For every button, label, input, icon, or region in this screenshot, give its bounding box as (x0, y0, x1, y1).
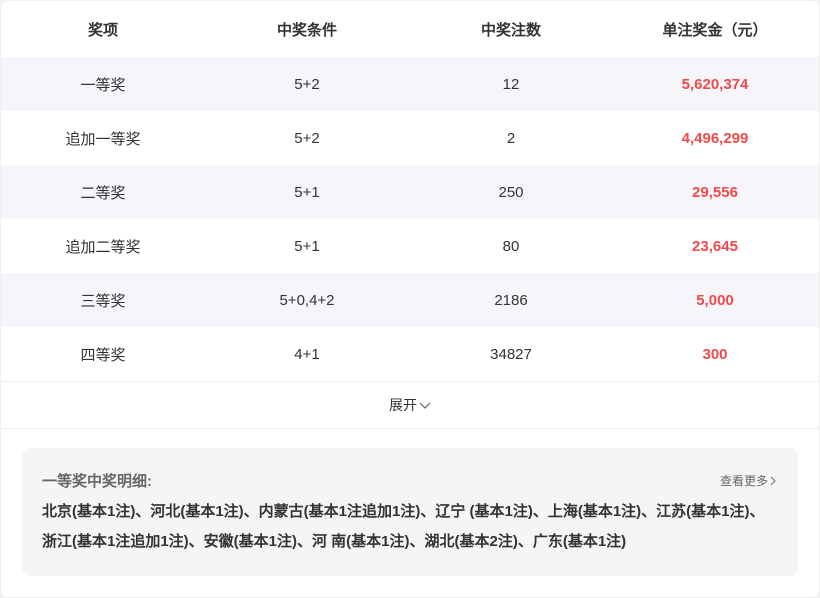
detail-text: 北京(基本1注)、河北(基本1注)、内蒙古(基本1注追加1注)、辽宁 (基本1注… (42, 503, 765, 550)
table-header: 奖项 中奖条件 中奖注数 单注奖金（元） (1, 1, 819, 57)
chevron-down-icon (419, 402, 431, 409)
win-count: 12 (502, 75, 520, 93)
prize-name: 一等奖 (80, 76, 126, 94)
table-row: 一等奖 5+2 12 5,620,374 (1, 57, 819, 111)
detail-title: 一等奖中奖明细: (42, 473, 152, 490)
prize-name: 追加一等奖 (65, 130, 141, 148)
view-more-label: 查看更多 (719, 474, 768, 488)
table-row: 二等奖 5+1 250 29,556 (1, 165, 819, 219)
prize-name: 追加二等奖 (65, 238, 141, 256)
header-cell: 单注奖金（元） (662, 21, 768, 39)
header-cell: 奖项 (87, 21, 118, 39)
prize-name: 二等奖 (80, 184, 126, 202)
win-count: 2186 (494, 291, 528, 309)
expand-label: 展开 (389, 397, 417, 413)
table-row: 三等奖 5+0,4+2 2186 5,000 (1, 273, 819, 327)
chevron-right-icon (770, 476, 776, 485)
win-condition: 5+0,4+2 (279, 291, 335, 309)
win-count: 80 (502, 237, 520, 255)
prize-amount: 5,620,374 (681, 75, 749, 93)
table-row: 追加二等奖 5+1 80 23,645 (1, 219, 819, 273)
header-cell: 中奖条件 (276, 21, 337, 39)
win-count: 34827 (490, 345, 532, 363)
win-count: 250 (498, 183, 524, 201)
win-condition: 5+1 (294, 237, 320, 255)
first-prize-detail: 一等奖中奖明细: 查看更多 北京(基本1注)、河北(基本1注)、内蒙古(基本1注… (22, 448, 798, 576)
table-row: 追加一等奖 5+2 2 4,496,299 (1, 111, 819, 165)
prize-amount: 29,556 (692, 183, 738, 201)
win-count: 2 (506, 129, 516, 147)
prize-amount: 23,645 (692, 237, 738, 255)
prize-amount: 4,496,299 (681, 129, 749, 147)
table-row: 四等奖 4+1 34827 300 (1, 327, 819, 381)
win-condition: 5+1 (294, 183, 320, 201)
view-more-link[interactable]: 查看更多 (720, 472, 778, 489)
header-cell: 中奖注数 (480, 21, 541, 39)
expand-button[interactable]: 展开 (1, 381, 819, 429)
win-condition: 4+1 (294, 345, 320, 363)
prize-name: 三等奖 (80, 292, 126, 310)
prize-amount: 5,000 (696, 291, 734, 309)
prize-name: 四等奖 (80, 346, 126, 364)
win-condition: 5+2 (294, 129, 320, 147)
prize-amount: 300 (702, 345, 728, 363)
win-condition: 5+2 (294, 75, 320, 93)
